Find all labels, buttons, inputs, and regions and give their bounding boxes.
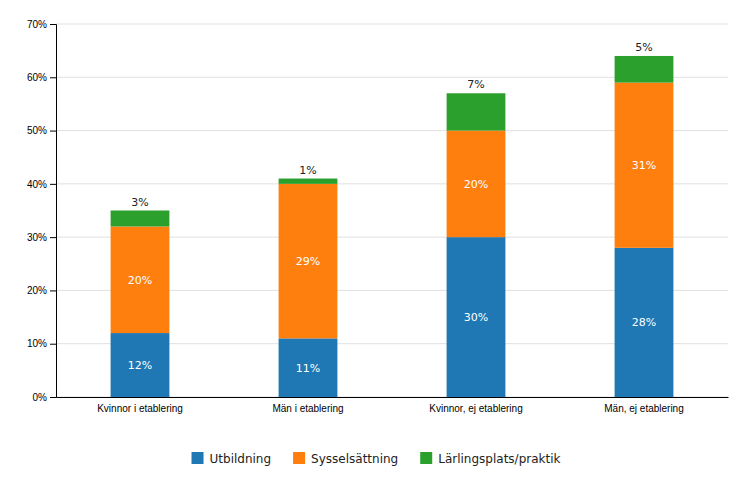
y-tick-label: 10%	[27, 338, 47, 349]
chart: 0% 10% 20% 30% 40% 50% 60% 70% 12% 11% 30% 28% 20% 29…	[0, 0, 752, 483]
y-tick: 70%	[27, 19, 56, 30]
y-tick-mark	[50, 131, 56, 132]
y-tick-mark	[50, 24, 56, 25]
bar-segment	[279, 338, 338, 397]
x-tick: Män, ej etablering	[604, 403, 684, 414]
x-tick-label: Män i etablering	[272, 403, 343, 414]
legend-swatch	[293, 452, 305, 464]
y-tick-label: 0%	[33, 392, 48, 403]
bar-segment	[447, 93, 506, 130]
y-axis-line	[50, 25, 57, 398]
y-tick-mark	[50, 344, 56, 345]
y-tick-mark	[50, 290, 56, 291]
grid	[56, 24, 728, 397]
x-tick-label: Kvinnor i etablering	[97, 403, 183, 414]
data-label: 1%	[299, 164, 316, 177]
x-axis: Kvinnor i etablering Män i etablering Kvin…	[57, 398, 729, 415]
y-tick: 40%	[27, 179, 56, 190]
data-label: 7%	[467, 78, 484, 91]
bar-segment	[447, 131, 506, 238]
legend-item: Lärlingsplats/praktik	[420, 452, 560, 466]
data-label: 29%	[296, 255, 320, 268]
legend-swatch	[420, 452, 432, 464]
x-tick-label: Kvinnor, ej etablering	[429, 403, 522, 414]
y-tick: 30%	[27, 232, 56, 243]
data-label: 12%	[128, 359, 152, 372]
x-tick: Kvinnor i etablering	[97, 403, 183, 414]
y-tick-label: 50%	[27, 125, 47, 136]
y-tick: 20%	[27, 285, 56, 296]
data-label: 3%	[131, 196, 148, 209]
grid-line	[56, 24, 728, 25]
y-tick-mark	[50, 237, 56, 238]
data-label: 5%	[635, 41, 652, 54]
data-label: 28%	[632, 316, 656, 329]
y-tick-label: 30%	[27, 232, 47, 243]
bar-segment	[279, 179, 338, 184]
bar-segment	[111, 211, 170, 227]
y-tick-mark	[50, 184, 56, 185]
y-tick: 10%	[27, 338, 56, 349]
data-label: 30%	[464, 311, 488, 324]
y-tick: 60%	[27, 72, 56, 83]
y-tick-label: 70%	[27, 19, 47, 30]
bar-segment	[615, 83, 674, 248]
x-tick: Kvinnor, ej etablering	[429, 403, 522, 414]
data-label: 20%	[128, 274, 152, 287]
y-axis: 0% 10% 20% 30% 40% 50% 60% 70%	[27, 19, 57, 403]
legend-label: Sysselsättning	[311, 452, 398, 466]
data-label: 11%	[296, 362, 320, 375]
y-tick-mark	[50, 77, 56, 78]
y-tick-label: 40%	[27, 179, 47, 190]
data-labels: 12% 11% 30% 28% 20% 29% 20% 31% 3% 1% 7% 5%	[128, 41, 656, 375]
data-label: 31%	[632, 159, 656, 172]
legend-item: Utbildning	[192, 452, 272, 466]
legend: Utbildning Sysselsättning Lärlingsplats/pr…	[192, 452, 561, 466]
legend-swatch	[192, 452, 204, 464]
bar-segment	[615, 56, 674, 83]
y-tick: 50%	[27, 125, 56, 136]
y-tick: 0%	[33, 392, 56, 403]
bar-segment	[447, 237, 506, 397]
x-tick-label: Män, ej etablering	[604, 403, 684, 414]
plot: 0% 10% 20% 30% 40% 50% 60% 70% 12% 11% 30% 28% 20% 29…	[27, 19, 729, 414]
y-tick-label: 60%	[27, 72, 47, 83]
legend-item: Sysselsättning	[293, 452, 398, 466]
bars	[111, 56, 674, 397]
bar-segment	[279, 184, 338, 339]
data-label: 20%	[464, 178, 488, 191]
y-tick-mark	[50, 397, 56, 398]
legend-label: Lärlingsplats/praktik	[438, 452, 560, 466]
bar-segment	[111, 333, 170, 397]
x-axis-line	[57, 397, 729, 398]
bar-segment	[615, 248, 674, 397]
legend-label: Utbildning	[210, 452, 272, 466]
x-tick: Män i etablering	[272, 403, 343, 414]
bar-segment	[111, 226, 170, 333]
y-tick-label: 20%	[27, 285, 47, 296]
